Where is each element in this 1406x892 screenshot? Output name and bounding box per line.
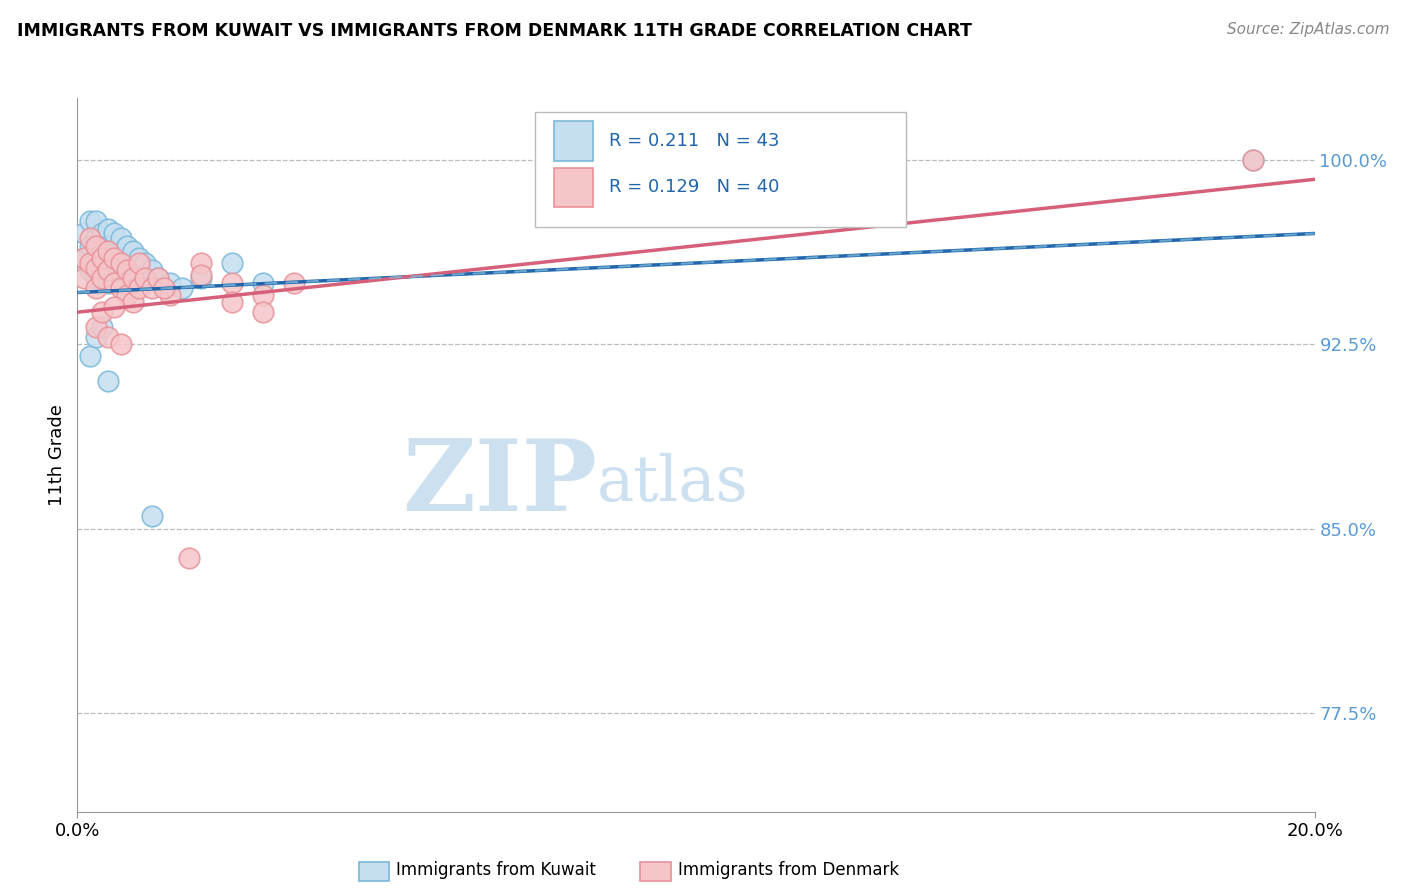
Point bbox=[110, 270, 132, 285]
Point bbox=[115, 263, 138, 277]
Point bbox=[91, 246, 114, 260]
Point bbox=[97, 239, 120, 253]
Point bbox=[252, 305, 274, 319]
Point bbox=[91, 320, 114, 334]
Point bbox=[103, 276, 125, 290]
Point bbox=[84, 330, 107, 344]
Point bbox=[103, 251, 125, 265]
Point bbox=[72, 270, 94, 285]
Point bbox=[79, 256, 101, 270]
FancyBboxPatch shape bbox=[554, 168, 593, 207]
Point bbox=[122, 244, 145, 258]
Point bbox=[84, 260, 107, 275]
Y-axis label: 11th Grade: 11th Grade bbox=[48, 404, 66, 506]
Point bbox=[110, 251, 132, 265]
Point bbox=[79, 263, 101, 277]
Point bbox=[115, 239, 138, 253]
Point bbox=[72, 227, 94, 241]
Point bbox=[134, 256, 156, 270]
Point bbox=[159, 276, 181, 290]
Point bbox=[110, 256, 132, 270]
Point bbox=[97, 256, 120, 270]
Point bbox=[122, 295, 145, 310]
Point bbox=[221, 295, 243, 310]
Point bbox=[122, 270, 145, 285]
Point bbox=[141, 280, 163, 294]
Text: Source: ZipAtlas.com: Source: ZipAtlas.com bbox=[1226, 22, 1389, 37]
Point bbox=[97, 221, 120, 235]
Point bbox=[146, 270, 169, 285]
Point bbox=[97, 330, 120, 344]
Point bbox=[1241, 153, 1264, 167]
Point bbox=[190, 256, 212, 270]
Point bbox=[122, 263, 145, 277]
Point bbox=[91, 270, 114, 285]
Point bbox=[97, 374, 120, 388]
Point bbox=[115, 256, 138, 270]
Point bbox=[221, 276, 243, 290]
Point bbox=[79, 239, 101, 253]
Point bbox=[103, 268, 125, 283]
Point bbox=[110, 280, 132, 294]
Point bbox=[79, 214, 101, 228]
Point bbox=[79, 231, 101, 245]
Point bbox=[153, 280, 176, 294]
Text: Immigrants from Kuwait: Immigrants from Kuwait bbox=[396, 861, 596, 879]
Point bbox=[146, 270, 169, 285]
Text: ZIP: ZIP bbox=[402, 435, 598, 532]
Point bbox=[110, 337, 132, 351]
Point bbox=[190, 268, 212, 283]
Point bbox=[221, 256, 243, 270]
Point bbox=[177, 551, 200, 566]
Point bbox=[97, 244, 120, 258]
Point bbox=[1241, 153, 1264, 167]
Text: Immigrants from Denmark: Immigrants from Denmark bbox=[678, 861, 898, 879]
Point bbox=[84, 251, 107, 265]
Point bbox=[91, 263, 114, 277]
Point bbox=[128, 251, 150, 265]
Point bbox=[91, 251, 114, 265]
Point bbox=[97, 263, 120, 277]
Point bbox=[134, 270, 156, 285]
Point bbox=[72, 251, 94, 265]
Point bbox=[128, 256, 150, 270]
Text: R = 0.129   N = 40: R = 0.129 N = 40 bbox=[609, 178, 780, 196]
Point bbox=[72, 251, 94, 265]
Text: atlas: atlas bbox=[598, 453, 749, 514]
Point bbox=[91, 227, 114, 241]
Point bbox=[110, 231, 132, 245]
FancyBboxPatch shape bbox=[554, 121, 593, 161]
Point bbox=[103, 246, 125, 260]
Point bbox=[190, 270, 212, 285]
Point bbox=[84, 231, 107, 245]
Point bbox=[115, 276, 138, 290]
Point bbox=[84, 270, 107, 285]
Point bbox=[91, 305, 114, 319]
Point bbox=[128, 280, 150, 294]
Point bbox=[159, 288, 181, 302]
Point bbox=[84, 320, 107, 334]
Point bbox=[115, 288, 138, 302]
Point bbox=[84, 280, 107, 294]
Point bbox=[252, 288, 274, 302]
Point bbox=[103, 300, 125, 314]
FancyBboxPatch shape bbox=[536, 112, 907, 227]
Point bbox=[97, 276, 120, 290]
Point bbox=[141, 263, 163, 277]
Text: R = 0.211   N = 43: R = 0.211 N = 43 bbox=[609, 132, 780, 150]
Point bbox=[79, 350, 101, 364]
Point bbox=[84, 214, 107, 228]
Point bbox=[141, 509, 163, 524]
Point bbox=[283, 276, 305, 290]
Point bbox=[128, 270, 150, 285]
Point bbox=[172, 280, 194, 294]
Point bbox=[84, 239, 107, 253]
Point bbox=[252, 276, 274, 290]
Point bbox=[103, 227, 125, 241]
Text: IMMIGRANTS FROM KUWAIT VS IMMIGRANTS FROM DENMARK 11TH GRADE CORRELATION CHART: IMMIGRANTS FROM KUWAIT VS IMMIGRANTS FRO… bbox=[17, 22, 972, 40]
